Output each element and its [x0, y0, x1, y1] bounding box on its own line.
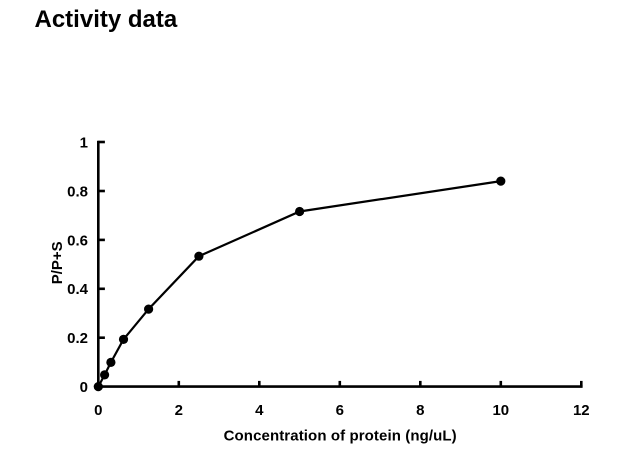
svg-text:1: 1: [80, 134, 88, 151]
svg-text:12: 12: [573, 402, 590, 419]
svg-text:6: 6: [336, 402, 344, 419]
svg-text:0: 0: [80, 379, 88, 396]
svg-text:Concentration of protein (ng/u: Concentration of protein (ng/uL): [224, 428, 457, 445]
svg-text:0.8: 0.8: [67, 183, 88, 200]
svg-text:Activity data: Activity data: [35, 6, 178, 33]
svg-text:2: 2: [175, 402, 183, 419]
svg-text:8: 8: [416, 402, 424, 419]
svg-text:P/P+S: P/P+S: [49, 241, 66, 284]
svg-text:0.4: 0.4: [67, 281, 89, 298]
svg-text:0.6: 0.6: [67, 232, 88, 249]
svg-text:0.2: 0.2: [67, 330, 88, 347]
svg-text:10: 10: [492, 402, 509, 419]
svg-text:4: 4: [255, 402, 264, 419]
svg-text:0: 0: [94, 402, 102, 419]
